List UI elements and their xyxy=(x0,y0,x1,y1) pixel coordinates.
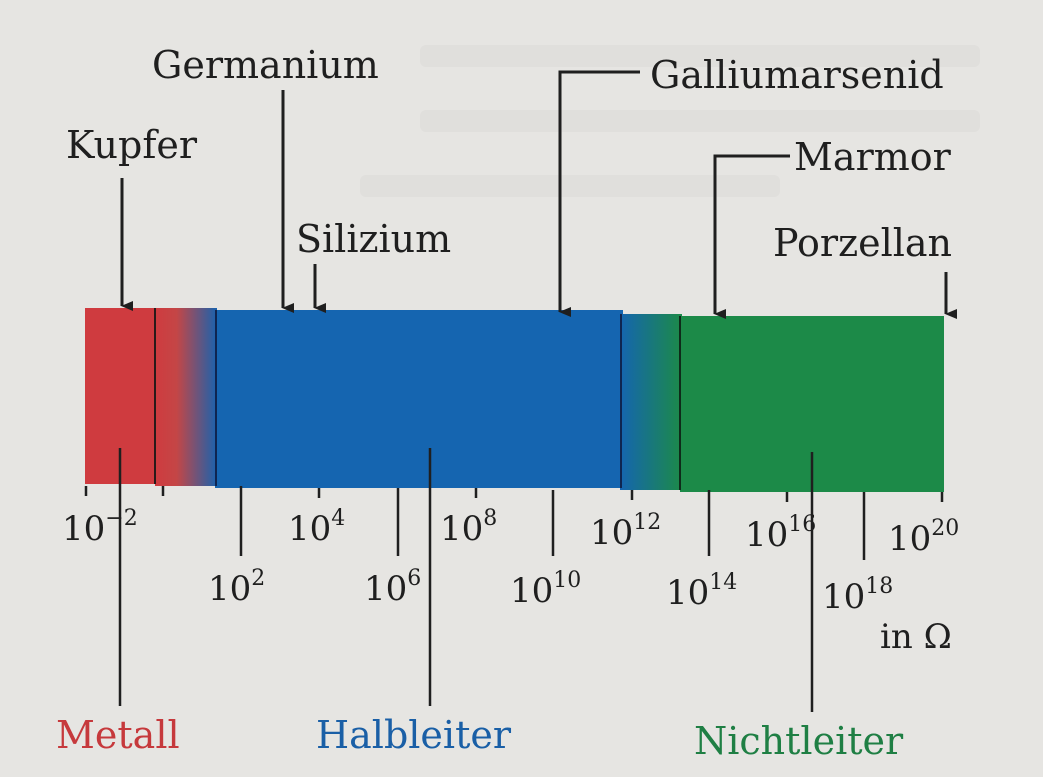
tick-label-1e6: 106 xyxy=(364,566,421,609)
unit-label: in Ω xyxy=(880,617,952,657)
tick-label-1e4: 104 xyxy=(288,506,345,549)
category-metall: Metall xyxy=(56,713,180,757)
bar-metall-transition xyxy=(155,308,217,486)
arrow-marmor xyxy=(713,154,790,319)
tick-label-1e16: 1016 xyxy=(745,512,816,555)
tick-label-1e20: 1020 xyxy=(888,516,959,559)
tick-label-1e8: 108 xyxy=(440,506,497,549)
material-annotations: Kupfer Germanium Silizium Galliumarsenid… xyxy=(66,43,957,319)
label-germanium: Germanium xyxy=(152,43,379,87)
tick-label-1e14: 1014 xyxy=(666,570,737,613)
label-galliumarsenid: Galliumarsenid xyxy=(650,53,944,97)
label-kupfer: Kupfer xyxy=(66,123,198,167)
tick-labels: 10−2 102 104 106 108 1010 1012 1014 1016… xyxy=(62,506,959,657)
resistance-bar xyxy=(85,308,944,492)
tick-label-1e18: 1018 xyxy=(822,574,893,617)
tick-label-1e12: 1012 xyxy=(590,510,661,553)
tick-label-1e2: 102 xyxy=(208,566,265,609)
tick-label-1e-2: 10−2 xyxy=(62,506,138,549)
category-labels: Metall Halbleiter Nichtleiter xyxy=(56,713,904,763)
label-marmor: Marmor xyxy=(794,135,952,179)
label-silizium: Silizium xyxy=(296,217,451,261)
axis-ticks xyxy=(84,486,944,560)
category-nichtleiter: Nichtleiter xyxy=(694,719,904,763)
category-leaders xyxy=(118,448,814,712)
label-porzellan: Porzellan xyxy=(773,221,952,265)
bar-halbleiter-transition xyxy=(620,314,682,490)
arrow-galliumarsenid xyxy=(558,70,640,317)
category-halbleiter: Halbleiter xyxy=(316,713,512,757)
tick-label-1e10: 1010 xyxy=(510,568,581,611)
bar-halbleiter-segment xyxy=(215,310,623,488)
